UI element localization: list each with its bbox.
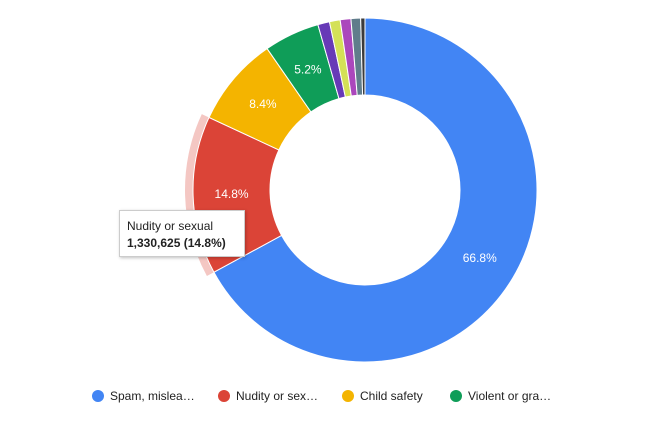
slice-label-violent: 5.2%	[294, 62, 322, 76]
legend-label-child-safety: Child safety	[360, 389, 423, 403]
legend-label-violent: Violent or gra…	[468, 389, 552, 403]
legend-label-nudity: Nudity or sex…	[236, 389, 319, 403]
tooltip-value: 1,330,625 (14.8%)	[127, 236, 226, 250]
slice-label-spam: 66.8%	[463, 251, 497, 265]
chart-legend: Spam, mislea… Nudity or sex… Child safet…	[0, 385, 650, 409]
legend-item-violent[interactable]: Violent or gra…	[450, 389, 551, 403]
slice-other-5[interactable]	[360, 17, 366, 96]
legend-label-spam: Spam, mislea…	[110, 389, 195, 403]
legend-swatch-violent	[450, 390, 462, 402]
slice-tooltip: Nudity or sexual 1,330,625 (14.8%)	[119, 210, 245, 257]
legend-item-nudity[interactable]: Nudity or sex…	[218, 389, 318, 403]
legend-item-spam[interactable]: Spam, mislea…	[92, 389, 195, 403]
tooltip-title: Nudity or sexual	[127, 219, 214, 233]
slice-label-child-safety: 8.4%	[249, 97, 277, 111]
slice-spam[interactable]	[213, 17, 538, 363]
legend-swatch-nudity	[218, 390, 230, 402]
slice-label-nudity: 14.8%	[215, 187, 249, 201]
legend-swatch-child-safety	[342, 390, 354, 402]
legend-swatch-spam	[92, 390, 104, 402]
legend-item-child-safety[interactable]: Child safety	[342, 389, 423, 403]
